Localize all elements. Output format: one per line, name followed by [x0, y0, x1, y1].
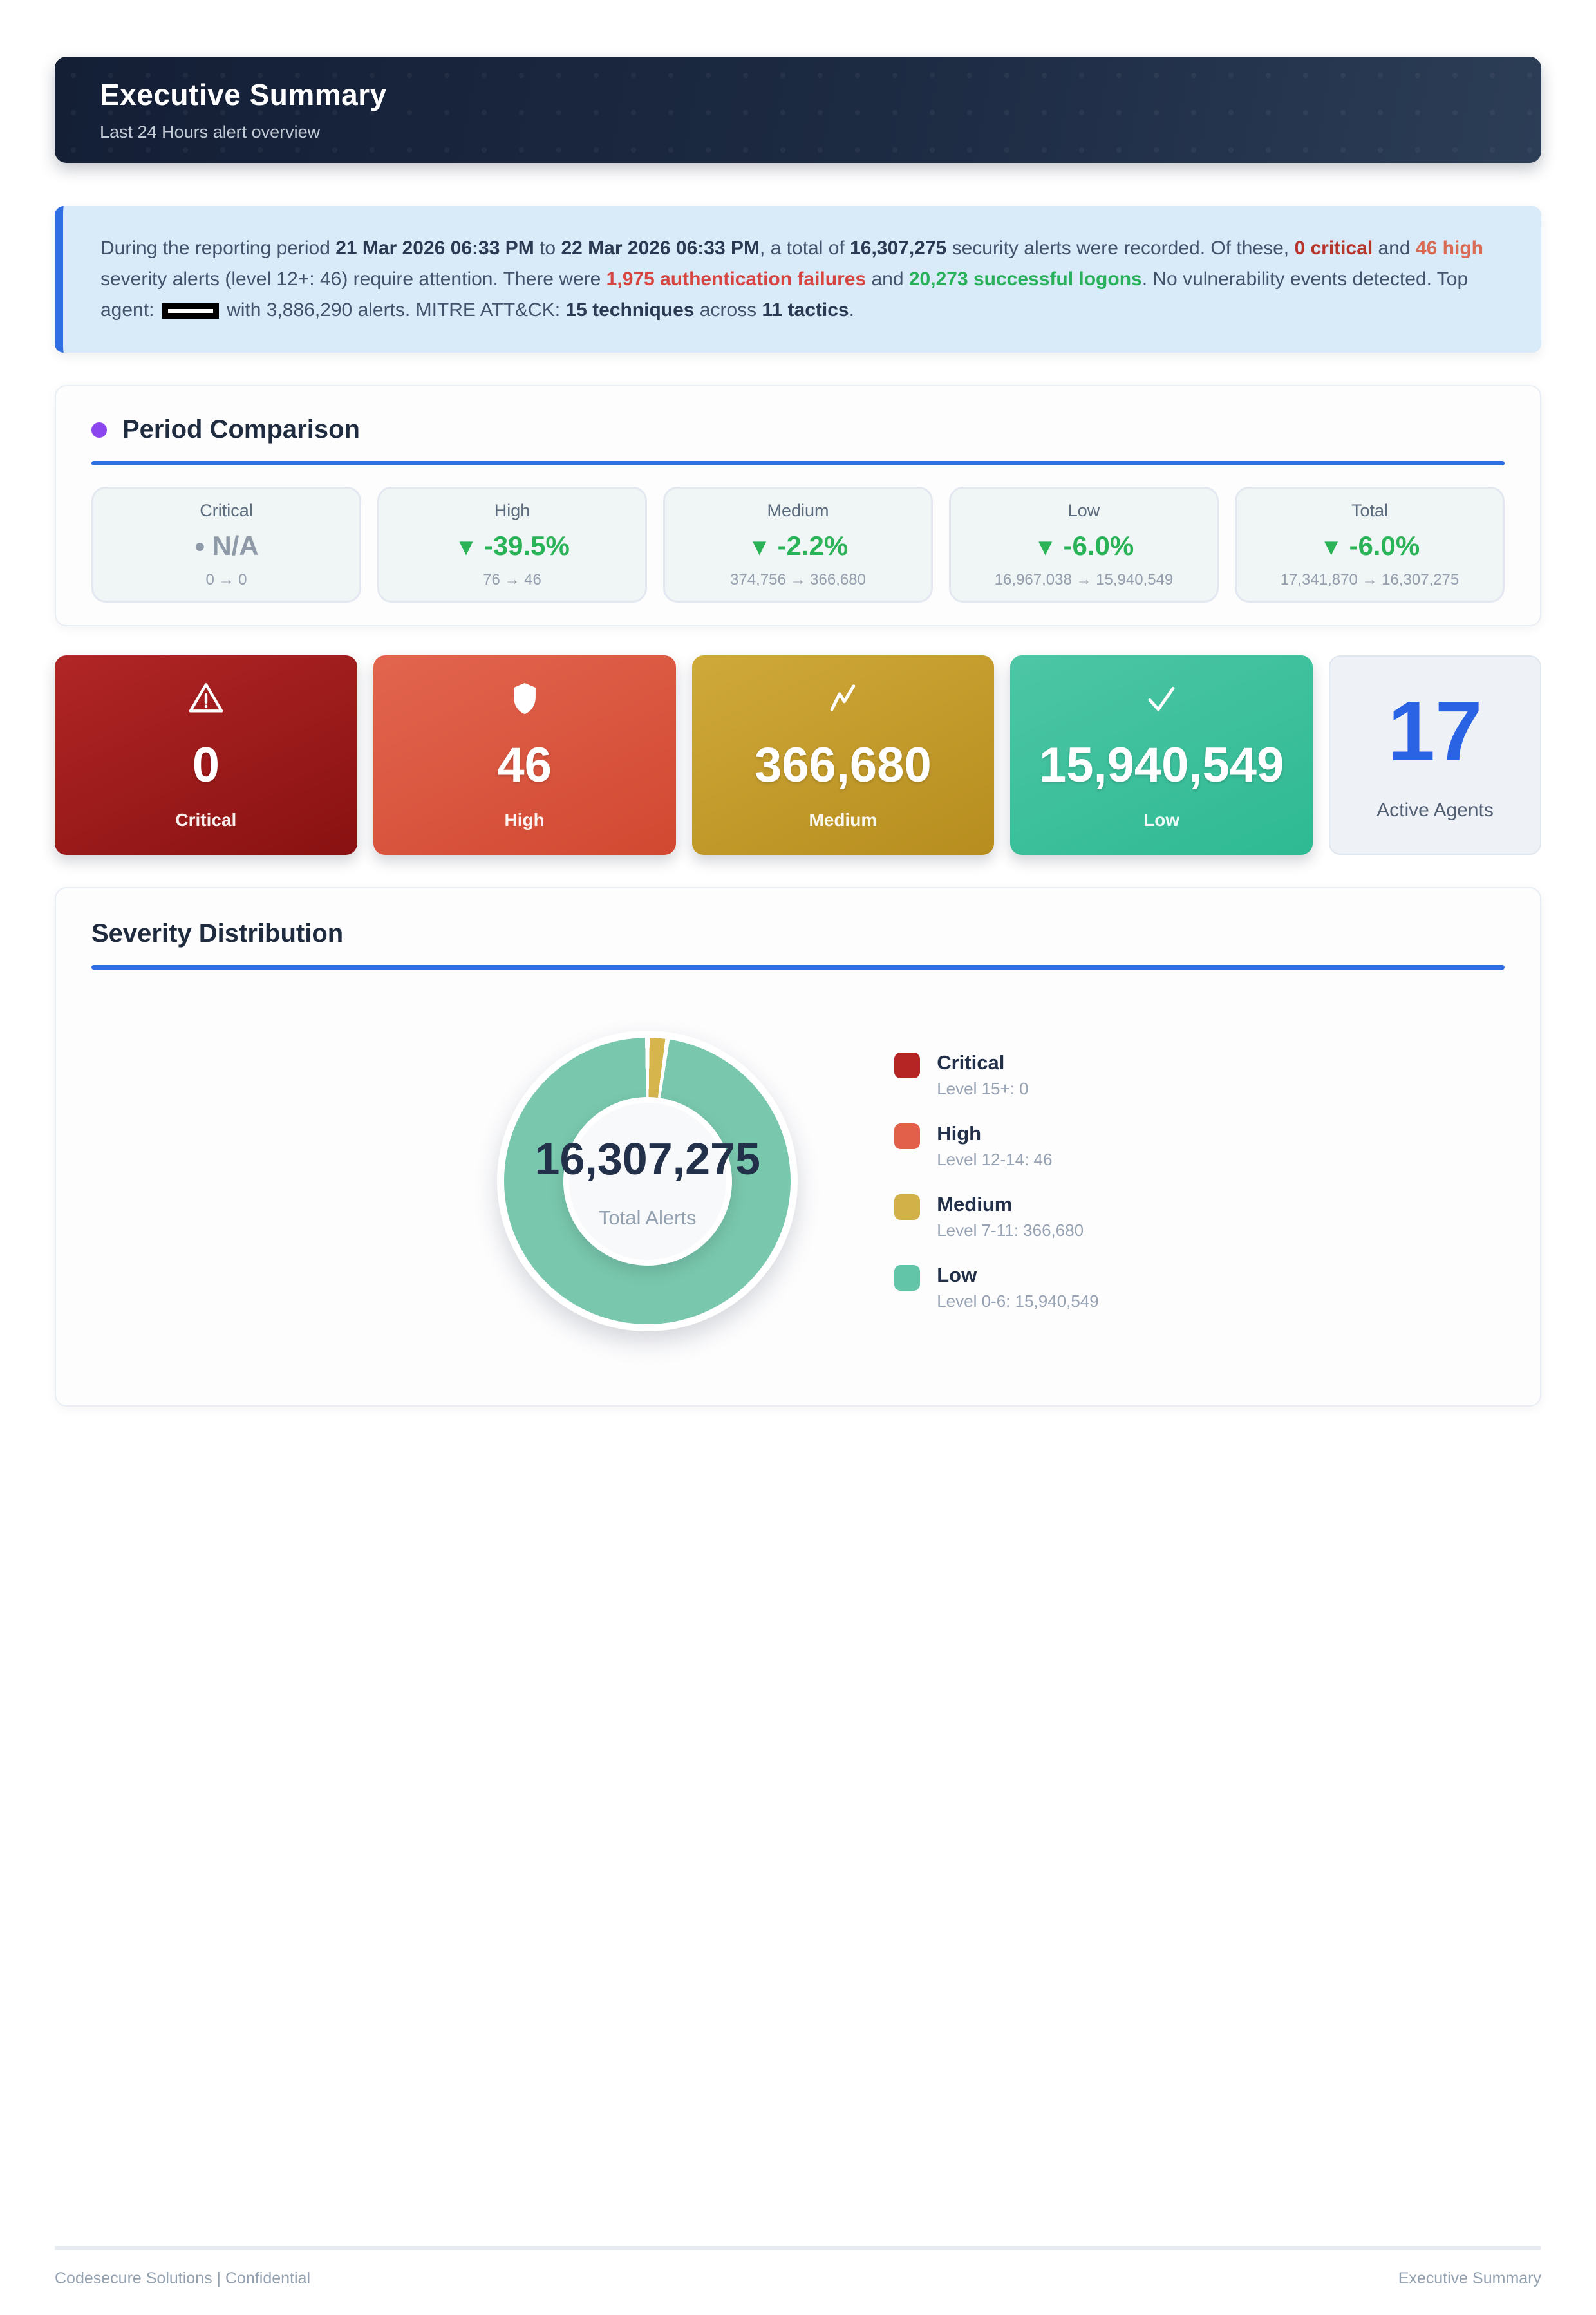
- period-comparison-section: Period Comparison Critical ● N/A 0 → 0 Hi…: [55, 385, 1541, 626]
- stat-card-high: 46 High: [373, 655, 676, 855]
- redacted-agent-name: [162, 303, 219, 319]
- section-title: Severity Distribution: [91, 919, 344, 948]
- comparison-card-total: Total ▼ -6.0% 17,341,870 → 16,307,275: [1235, 487, 1505, 603]
- total-alerts-caption: Total Alerts: [598, 1206, 697, 1229]
- heading-underline: [91, 461, 1505, 465]
- donut-chart: 16,307,275 Total Alerts: [497, 1031, 798, 1331]
- high-count-inline: 46 high: [1415, 238, 1483, 259]
- legend-item-critical: Critical Level 15+: 0: [894, 1051, 1099, 1099]
- chart-legend: Critical Level 15+: 0 High Level 12-14: …: [894, 1051, 1099, 1311]
- comparison-card-high: High ▼ -39.5% 76 → 46: [377, 487, 647, 603]
- trend-line-icon: [824, 680, 861, 720]
- report-period-end: 22 Mar 2026 06:33 PM: [561, 238, 760, 259]
- footer-company: Codesecure Solutions | Confidential: [55, 2269, 311, 2287]
- legend-item-low: Low Level 0-6: 15,940,549: [894, 1264, 1099, 1311]
- legend-swatch-high: [894, 1123, 921, 1149]
- comparison-card-medium: Medium ▼ -2.2% 374,756 → 366,680: [663, 487, 933, 603]
- summary-text: During the reporting period: [100, 238, 336, 259]
- donut-hole: [563, 1096, 732, 1266]
- comparison-cards-row: Critical ● N/A 0 → 0 High ▼ -39.5% 76 → 46…: [91, 487, 1505, 603]
- period-comparison-heading: Period Comparison: [91, 415, 1505, 444]
- page-title: Executive Summary: [100, 78, 387, 111]
- active-agents-card: 17 Active Agents: [1329, 655, 1541, 855]
- comparison-card-low: Low ▼ -6.0% 16,967,038 → 15,940,549: [949, 487, 1219, 603]
- page-subtitle: Last 24 Hours alert overview: [100, 122, 321, 142]
- legend-swatch-critical: [894, 1052, 921, 1078]
- stat-card-medium: 366,680 Medium: [691, 655, 995, 855]
- warning-triangle-icon: [187, 680, 225, 720]
- down-arrow-icon: ▼: [455, 533, 478, 560]
- shield-icon: [506, 680, 543, 720]
- report-period-start: 21 Mar 2026 06:33 PM: [335, 238, 534, 259]
- legend-item-high: High Level 12-14: 46: [894, 1122, 1099, 1170]
- mitre-techniques-inline: 15 techniques: [565, 299, 695, 321]
- critical-count-inline: 0 critical: [1294, 238, 1373, 259]
- report-header: Executive Summary Last 24 Hours alert ov…: [55, 57, 1541, 163]
- severity-distribution-heading: Severity Distribution: [91, 919, 1505, 948]
- total-alerts-value: 16,307,275: [534, 1133, 760, 1184]
- summary-callout: During the reporting period 21 Mar 2026 …: [55, 206, 1541, 353]
- page-footer: Codesecure Solutions | Confidential Exec…: [55, 2246, 1541, 2288]
- neutral-dot-icon: ●: [194, 535, 206, 557]
- active-agents-count: 17: [1387, 684, 1483, 778]
- section-title: Period Comparison: [122, 415, 360, 444]
- severity-distribution-section: Severity Distribution 16,307,275 Total A…: [55, 887, 1541, 1407]
- down-arrow-icon: ▼: [1319, 533, 1343, 560]
- total-alerts-inline: 16,307,275: [850, 238, 947, 259]
- stat-card-low: 15,940,549 Low: [1010, 655, 1313, 855]
- purple-dot-icon: [91, 422, 107, 438]
- stat-card-critical: 0 Critical: [55, 655, 357, 855]
- down-arrow-icon: ▼: [1033, 533, 1057, 560]
- severity-donut-chart: 16,307,275 Total Alerts Critical Level 1…: [91, 970, 1505, 1405]
- mitre-tactics-inline: 11 tactics: [762, 299, 849, 321]
- successful-logons-inline: 20,273 successful logons: [908, 268, 1142, 290]
- severity-stats-row: 0 Critical 46 High 366,680 Medium 15,940…: [55, 655, 1541, 855]
- auth-failures-inline: 1,975 authentication failures: [606, 268, 867, 290]
- report-page: Executive Summary Last 24 Hours alert ov…: [0, 57, 1596, 1407]
- down-arrow-icon: ▼: [747, 533, 771, 560]
- donut-center-label: 16,307,275 Total Alerts: [497, 1031, 798, 1331]
- legend-swatch-medium: [894, 1194, 921, 1220]
- legend-item-medium: Medium Level 7-11: 366,680: [894, 1193, 1099, 1241]
- footer-page-label: Executive Summary: [1398, 2269, 1541, 2287]
- checkmark-icon: [1143, 680, 1180, 720]
- legend-swatch-low: [894, 1264, 921, 1291]
- comparison-card-critical: Critical ● N/A 0 → 0: [91, 487, 361, 603]
- heading-underline: [91, 965, 1505, 970]
